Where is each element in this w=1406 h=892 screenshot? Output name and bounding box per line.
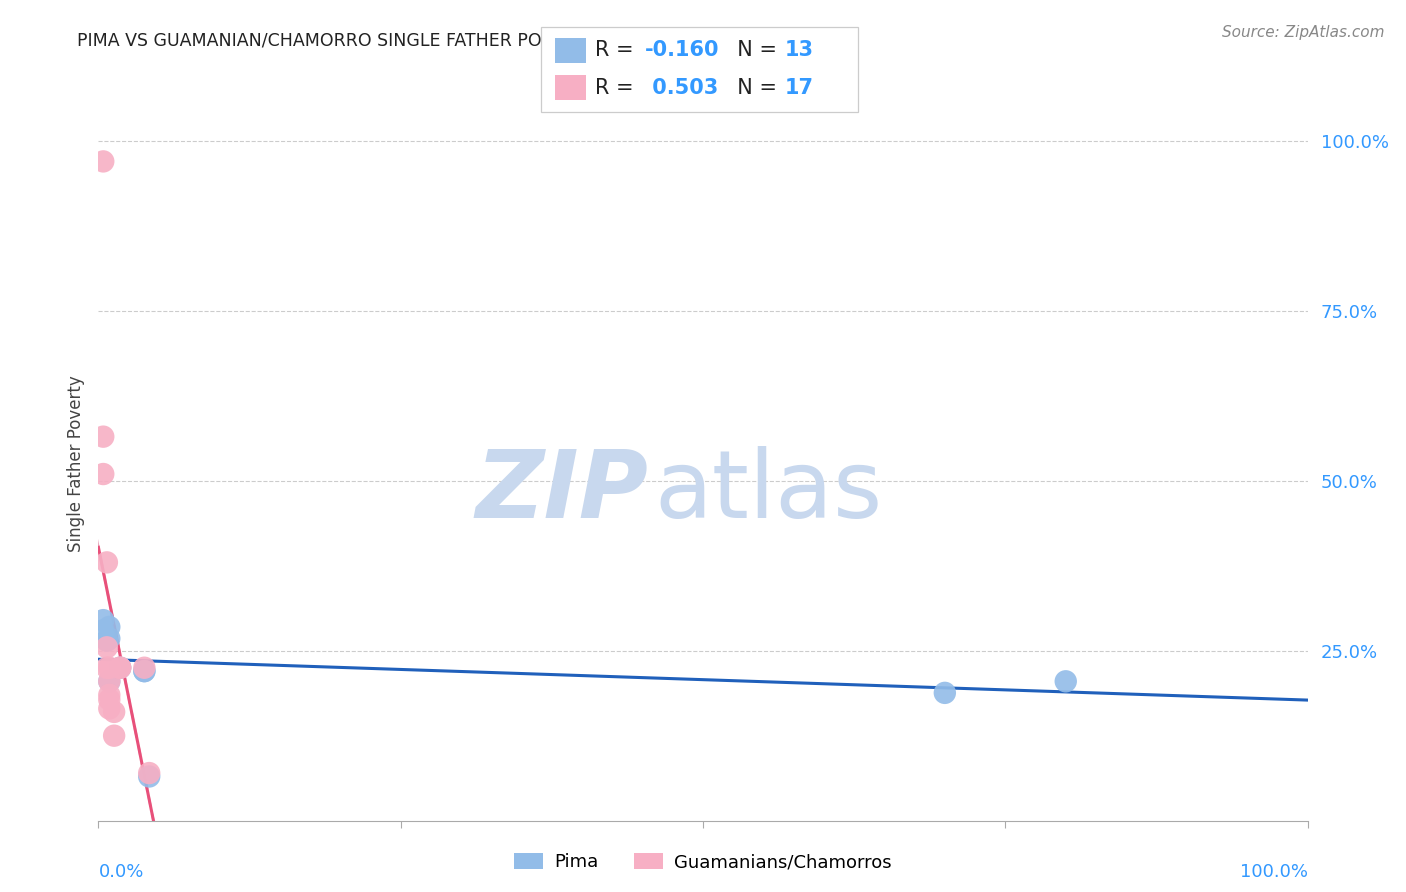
Point [103, 705, 125, 719]
Y-axis label: Single Father Poverty: Single Father Poverty [66, 376, 84, 552]
Point [98, 661, 121, 675]
Point [934, 686, 956, 700]
Point [98, 620, 121, 634]
Text: Source: ZipAtlas.com: Source: ZipAtlas.com [1222, 25, 1385, 40]
Text: 17: 17 [785, 78, 814, 98]
Point [98, 688, 121, 702]
Text: -0.160: -0.160 [645, 40, 720, 61]
Text: 0.503: 0.503 [645, 78, 718, 98]
Point [91, 430, 114, 444]
Point [96, 640, 118, 655]
Point [98, 632, 121, 646]
Point [96, 633, 118, 648]
Text: 13: 13 [785, 40, 814, 61]
Point [108, 661, 131, 675]
Point [98, 674, 121, 689]
Point [103, 729, 125, 743]
Text: atlas: atlas [655, 446, 883, 539]
Point [98, 692, 121, 706]
Point [91, 624, 114, 638]
Point [98, 701, 121, 715]
Point [134, 664, 156, 678]
Text: 100.0%: 100.0% [1240, 863, 1308, 881]
Point [134, 661, 156, 675]
Point [91, 467, 114, 481]
Text: PIMA VS GUAMANIAN/CHAMORRO SINGLE FATHER POVERTY CORRELATION CHART: PIMA VS GUAMANIAN/CHAMORRO SINGLE FATHER… [77, 31, 792, 49]
Text: R =: R = [595, 78, 640, 98]
Point [1054, 674, 1077, 689]
Point [138, 769, 160, 783]
Text: N =: N = [724, 78, 783, 98]
Point [108, 661, 131, 675]
Text: 0.0%: 0.0% [98, 863, 143, 881]
Point [91, 613, 114, 627]
Text: ZIP: ZIP [475, 446, 648, 539]
Point [108, 661, 131, 675]
Point [96, 633, 118, 648]
Text: R =: R = [595, 40, 640, 61]
Point [96, 555, 118, 569]
Point [138, 766, 160, 780]
Point [96, 661, 118, 675]
Legend: Pima, Guamanians/Chamorros: Pima, Guamanians/Chamorros [508, 846, 898, 879]
Point [134, 664, 156, 678]
Text: N =: N = [724, 40, 783, 61]
Point [91, 154, 114, 169]
Point [98, 674, 121, 689]
